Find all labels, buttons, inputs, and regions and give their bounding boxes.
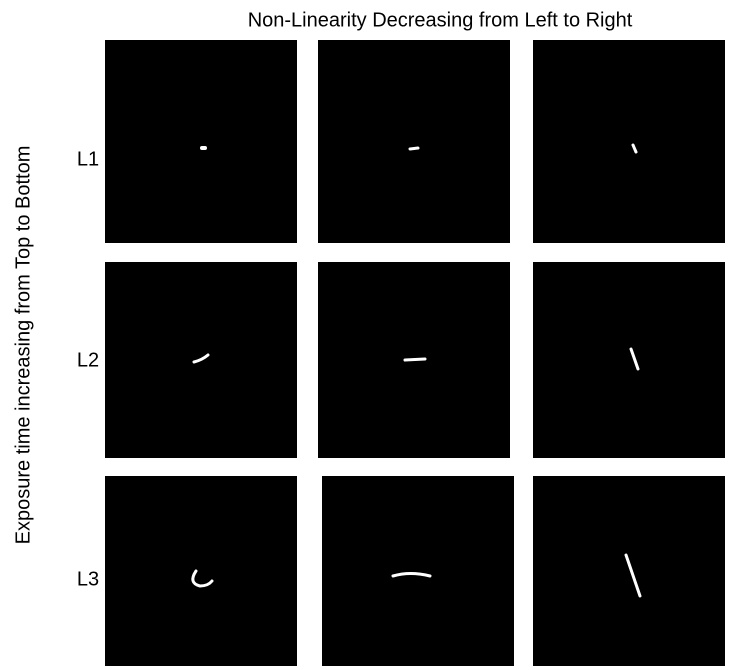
kernel-panel (533, 40, 725, 243)
row-label: L2 (77, 349, 99, 371)
kernel-panel (533, 262, 725, 458)
kernel-panel (105, 476, 297, 666)
row-label: L3 (77, 568, 99, 590)
kernel (410, 148, 418, 149)
page: Non-Linearity Decreasing from Left to Ri… (0, 0, 729, 670)
figure: Non-Linearity Decreasing from Left to Ri… (0, 0, 729, 670)
kernel-panel (322, 476, 514, 666)
figure-title: Non-Linearity Decreasing from Left to Ri… (248, 9, 633, 31)
y-label: Exposure time increasing from Top to Bot… (12, 146, 34, 545)
kernel (405, 359, 425, 360)
kernel-panel (533, 476, 725, 666)
kernel-panel (105, 40, 297, 243)
row-label: L1 (77, 148, 99, 170)
kernel-panel (318, 40, 510, 243)
